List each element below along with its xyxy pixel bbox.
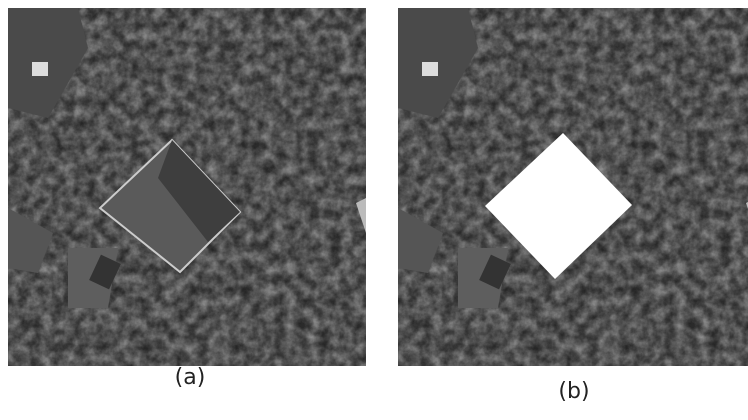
panel-a-image	[8, 8, 366, 366]
panel-label: (a)	[175, 365, 206, 390]
panel-b-image	[398, 8, 748, 366]
panel-label: (b)	[558, 379, 589, 404]
figure: (a) (b)	[0, 0, 748, 416]
